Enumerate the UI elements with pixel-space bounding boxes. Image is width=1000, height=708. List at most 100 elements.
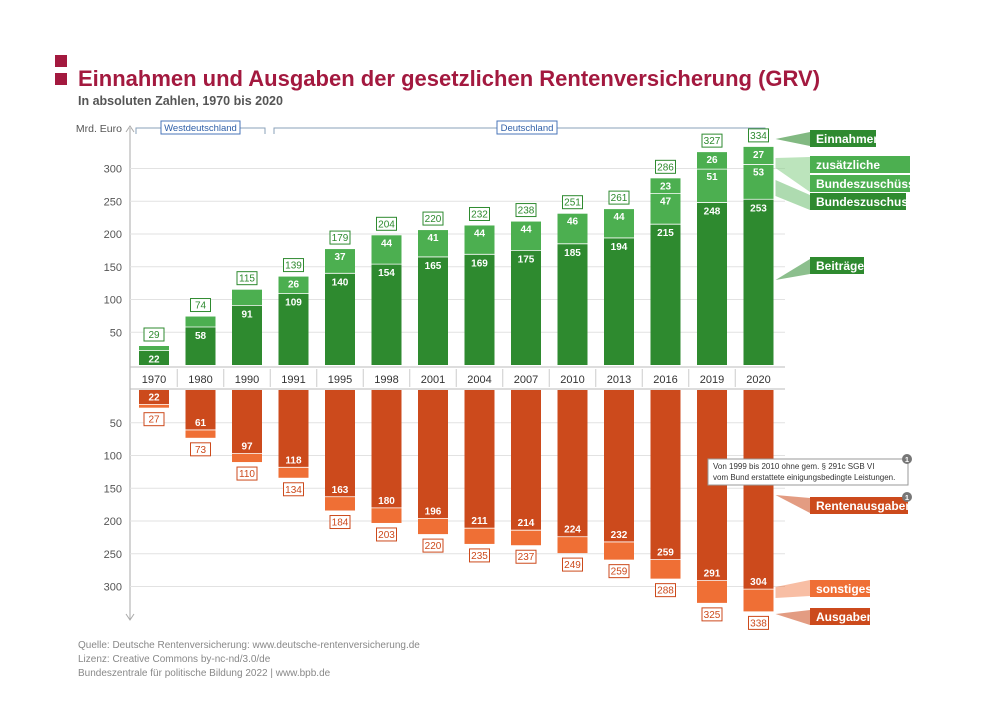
footer-license: Lizenz: Creative Commons by-nc-nd/3.0/de bbox=[78, 654, 271, 665]
bar-beitraege bbox=[139, 350, 169, 365]
total-expense-box bbox=[143, 412, 165, 427]
bar-rentenausgaben bbox=[325, 390, 355, 497]
label-income-total: 251 bbox=[564, 198, 581, 209]
bar-beitraege bbox=[418, 256, 448, 365]
label-beitraege: 253 bbox=[750, 203, 767, 214]
label-rentenausgaben: 232 bbox=[611, 530, 628, 541]
y-tick-top: 200 bbox=[104, 229, 122, 241]
total-income-box bbox=[329, 230, 351, 245]
x-tick-label: 1990 bbox=[235, 374, 259, 386]
bar-bundeszuschuss bbox=[511, 221, 541, 251]
total-expense-box bbox=[469, 548, 490, 563]
bar-sonstiges bbox=[604, 541, 634, 560]
label-expense-total: 110 bbox=[239, 469, 255, 480]
y-tick-bottom: 250 bbox=[104, 549, 122, 561]
label-expense-total: 184 bbox=[332, 518, 349, 529]
y-tick-bottom: 50 bbox=[110, 418, 122, 430]
total-expense-box bbox=[562, 557, 583, 572]
bar-sonstiges bbox=[464, 528, 495, 544]
label-income-total: 74 bbox=[195, 301, 207, 312]
label-rentenausgaben: 291 bbox=[704, 569, 721, 580]
note-marker: 1 bbox=[905, 455, 909, 464]
footer-source: Quelle: Deutsche Rentenversicherung: www… bbox=[78, 640, 420, 651]
label-rentenausgaben: 196 bbox=[425, 506, 442, 517]
label-bundeszuschuss: 46 bbox=[567, 217, 579, 228]
bar-beitraege bbox=[464, 254, 495, 365]
footer-publisher: Bundeszentrale für politische Bildung 20… bbox=[78, 668, 331, 679]
label-expense-total: 288 bbox=[657, 586, 674, 597]
bar-zusaetzliche bbox=[697, 152, 727, 170]
brand-square bbox=[55, 73, 67, 85]
label-income-total: 232 bbox=[471, 209, 488, 220]
label-rentenausgaben: 214 bbox=[518, 518, 535, 529]
total-income-box bbox=[376, 216, 397, 231]
label-expense-total: 249 bbox=[564, 560, 581, 571]
label-bundeszuschuss: 41 bbox=[427, 233, 439, 244]
bar-bundeszuschuss bbox=[418, 230, 448, 257]
y-axis-label: Mrd. Euro bbox=[76, 123, 122, 135]
label-expense-total: 259 bbox=[611, 567, 628, 578]
label-rentenausgaben: 118 bbox=[285, 455, 302, 466]
label-rentenausgaben: 259 bbox=[657, 548, 674, 559]
label-bundeszuschuss: 37 bbox=[334, 252, 346, 263]
note-marker-icon bbox=[902, 454, 912, 464]
bar-bundeszuschuss bbox=[650, 193, 681, 225]
y-tick-bottom: 100 bbox=[104, 451, 122, 463]
legend-zusaetzliche: zusätzliche bbox=[816, 158, 880, 172]
label-bundeszuschuss: 44 bbox=[520, 225, 532, 236]
label-income-total: 286 bbox=[657, 162, 674, 173]
bar-beitraege bbox=[557, 243, 588, 365]
bar-beitraege bbox=[278, 293, 309, 365]
total-income-box bbox=[143, 327, 165, 342]
x-tick-label: 2019 bbox=[700, 374, 724, 386]
bar-beitraege bbox=[697, 202, 727, 365]
label-bundeszuschuss: 26 bbox=[288, 280, 300, 291]
x-tick-label: 1980 bbox=[188, 374, 212, 386]
label-income-total: 204 bbox=[378, 219, 395, 230]
bar-beitraege bbox=[604, 237, 634, 365]
label-beitraege: 58 bbox=[195, 331, 207, 342]
bar-sonstiges bbox=[697, 580, 727, 603]
bar-rentenausgaben bbox=[743, 390, 774, 590]
label-beitraege: 165 bbox=[425, 261, 442, 272]
bar-bundeszuschuss bbox=[139, 346, 169, 351]
total-expense-box bbox=[190, 442, 211, 457]
bar-bundeszuschuss bbox=[557, 213, 588, 244]
total-expense-box bbox=[608, 564, 630, 579]
period-label-west: Westdeutschland bbox=[164, 123, 237, 134]
bar-zusaetzliche bbox=[650, 178, 681, 194]
label-zusaetzliche: 23 bbox=[660, 181, 672, 192]
bar-sonstiges bbox=[139, 404, 169, 408]
bar-bundeszuschuss bbox=[371, 235, 402, 265]
bar-sonstiges bbox=[557, 536, 588, 554]
label-zusaetzliche: 27 bbox=[753, 150, 765, 161]
note-line1: Von 1999 bis 2010 ohne gem. § 291c SGB V… bbox=[713, 462, 874, 471]
y-tick-bottom: 300 bbox=[104, 582, 122, 594]
bar-sonstiges bbox=[418, 518, 448, 535]
label-zusaetzliche: 26 bbox=[706, 155, 718, 166]
label-beitraege: 175 bbox=[518, 254, 535, 265]
x-tick-label: 1991 bbox=[281, 374, 305, 386]
legend-sonstiges-box bbox=[810, 580, 870, 597]
label-income-total: 139 bbox=[285, 261, 302, 272]
period-box-west bbox=[160, 120, 241, 135]
x-tick-label: 2010 bbox=[560, 374, 584, 386]
legend-bundeszuschuss-pointer bbox=[775, 180, 810, 210]
label-bundeszuschuss: 44 bbox=[613, 212, 625, 223]
legend-rentenausgaben-pointer bbox=[775, 495, 810, 513]
y-tick-top: 250 bbox=[104, 196, 122, 208]
bar-rentenausgaben bbox=[278, 390, 309, 468]
label-rentenausgaben: 163 bbox=[332, 485, 349, 496]
label-income-total: 29 bbox=[148, 330, 160, 341]
label-expense-total: 338 bbox=[750, 618, 767, 629]
bar-bundeszuschuss bbox=[604, 209, 634, 238]
legend-ausgaben: Ausgaben bbox=[816, 610, 874, 624]
legend-zusaetzliche-pointer bbox=[775, 157, 810, 192]
y-axis-arrow-down bbox=[125, 613, 135, 621]
bar-bundeszuschuss bbox=[278, 276, 309, 294]
total-income-box bbox=[608, 190, 630, 205]
bar-beitraege bbox=[325, 273, 355, 365]
label-expense-total: 237 bbox=[518, 552, 535, 563]
label-expense-total: 27 bbox=[148, 415, 160, 426]
bar-rentenausgaben bbox=[557, 390, 588, 537]
